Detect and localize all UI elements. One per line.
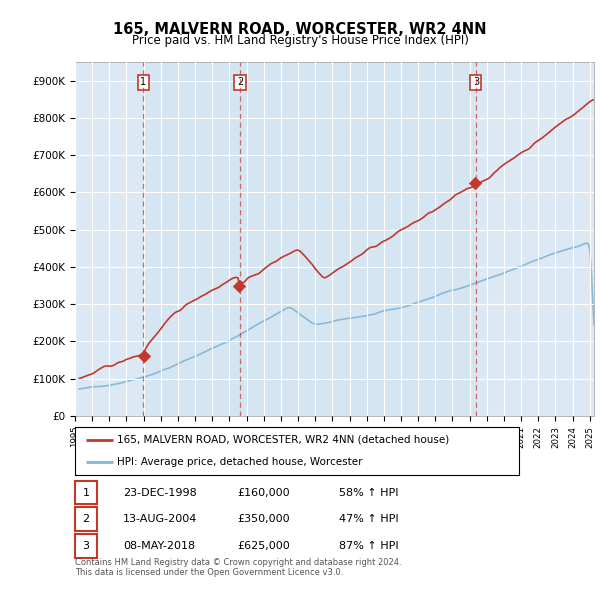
Text: 3: 3 xyxy=(473,77,479,87)
Text: 13-AUG-2004: 13-AUG-2004 xyxy=(123,514,197,524)
Text: £625,000: £625,000 xyxy=(237,541,290,550)
Text: £160,000: £160,000 xyxy=(237,488,290,497)
Point xyxy=(139,352,148,361)
Point xyxy=(470,178,480,188)
Bar xyxy=(240,62,476,416)
Text: 2: 2 xyxy=(237,77,243,87)
Text: 165, MALVERN ROAD, WORCESTER, WR2 4NN: 165, MALVERN ROAD, WORCESTER, WR2 4NN xyxy=(113,22,487,37)
Text: 1: 1 xyxy=(83,488,89,497)
Text: 87% ↑ HPI: 87% ↑ HPI xyxy=(339,541,398,550)
Text: 47% ↑ HPI: 47% ↑ HPI xyxy=(339,514,398,524)
Text: 23-DEC-1998: 23-DEC-1998 xyxy=(123,488,197,497)
Point xyxy=(235,281,244,290)
Text: 58% ↑ HPI: 58% ↑ HPI xyxy=(339,488,398,497)
Text: 08-MAY-2018: 08-MAY-2018 xyxy=(123,541,195,550)
Text: HPI: Average price, detached house, Worcester: HPI: Average price, detached house, Worc… xyxy=(117,457,362,467)
Text: Contains HM Land Registry data © Crown copyright and database right 2024.
This d: Contains HM Land Registry data © Crown c… xyxy=(75,558,401,577)
Text: 1: 1 xyxy=(140,77,146,87)
Bar xyxy=(143,62,240,416)
Text: Price paid vs. HM Land Registry's House Price Index (HPI): Price paid vs. HM Land Registry's House … xyxy=(131,34,469,47)
Text: 2: 2 xyxy=(83,514,89,524)
Text: £350,000: £350,000 xyxy=(237,514,290,524)
Text: 3: 3 xyxy=(83,541,89,550)
Text: 165, MALVERN ROAD, WORCESTER, WR2 4NN (detached house): 165, MALVERN ROAD, WORCESTER, WR2 4NN (d… xyxy=(117,435,449,445)
